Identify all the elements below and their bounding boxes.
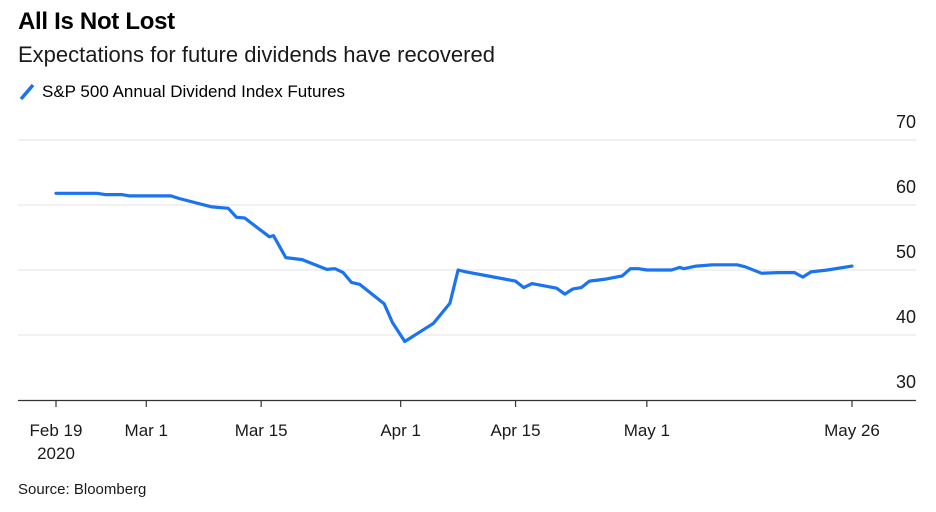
x-tick-label: Feb 19 <box>30 421 83 440</box>
x-tick-sublabel: 2020 <box>37 444 75 463</box>
y-tick-label-70: 70 <box>896 112 916 132</box>
x-tick-label: Mar 1 <box>125 421 168 440</box>
y-axis-labels: 30 40 50 60 70 <box>896 112 916 392</box>
x-tick-label: Mar 15 <box>235 421 288 440</box>
x-tick-label: Apr 15 <box>490 421 540 440</box>
chart-subtitle: Expectations for future dividends have r… <box>18 42 495 67</box>
series-line-sp500-dividend-futures <box>54 191 854 344</box>
grid-lines <box>18 139 916 336</box>
x-axis <box>18 399 916 407</box>
y-tick-label-30: 30 <box>896 372 916 392</box>
legend-label: S&P 500 Annual Dividend Index Futures <box>42 82 346 101</box>
y-tick-label-40: 40 <box>896 307 916 327</box>
series-layer <box>54 191 854 344</box>
x-tick-label: May 1 <box>624 421 670 440</box>
x-axis-labels: Feb 19 2020 Mar 1 Mar 15 Apr 1 Apr 15 May 1 May… <box>30 421 880 463</box>
y-tick-label-50: 50 <box>896 242 916 262</box>
x-tick-label: May 26 <box>824 421 880 440</box>
legend-swatch-icon <box>19 83 35 101</box>
x-tick-label: Apr 1 <box>380 421 421 440</box>
source-note: Source: Bloomberg <box>18 481 147 498</box>
y-tick-label-60: 60 <box>896 177 916 197</box>
chart-title: All Is Not Lost <box>18 8 175 35</box>
legend: S&P 500 Annual Dividend Index Futures <box>18 82 345 102</box>
